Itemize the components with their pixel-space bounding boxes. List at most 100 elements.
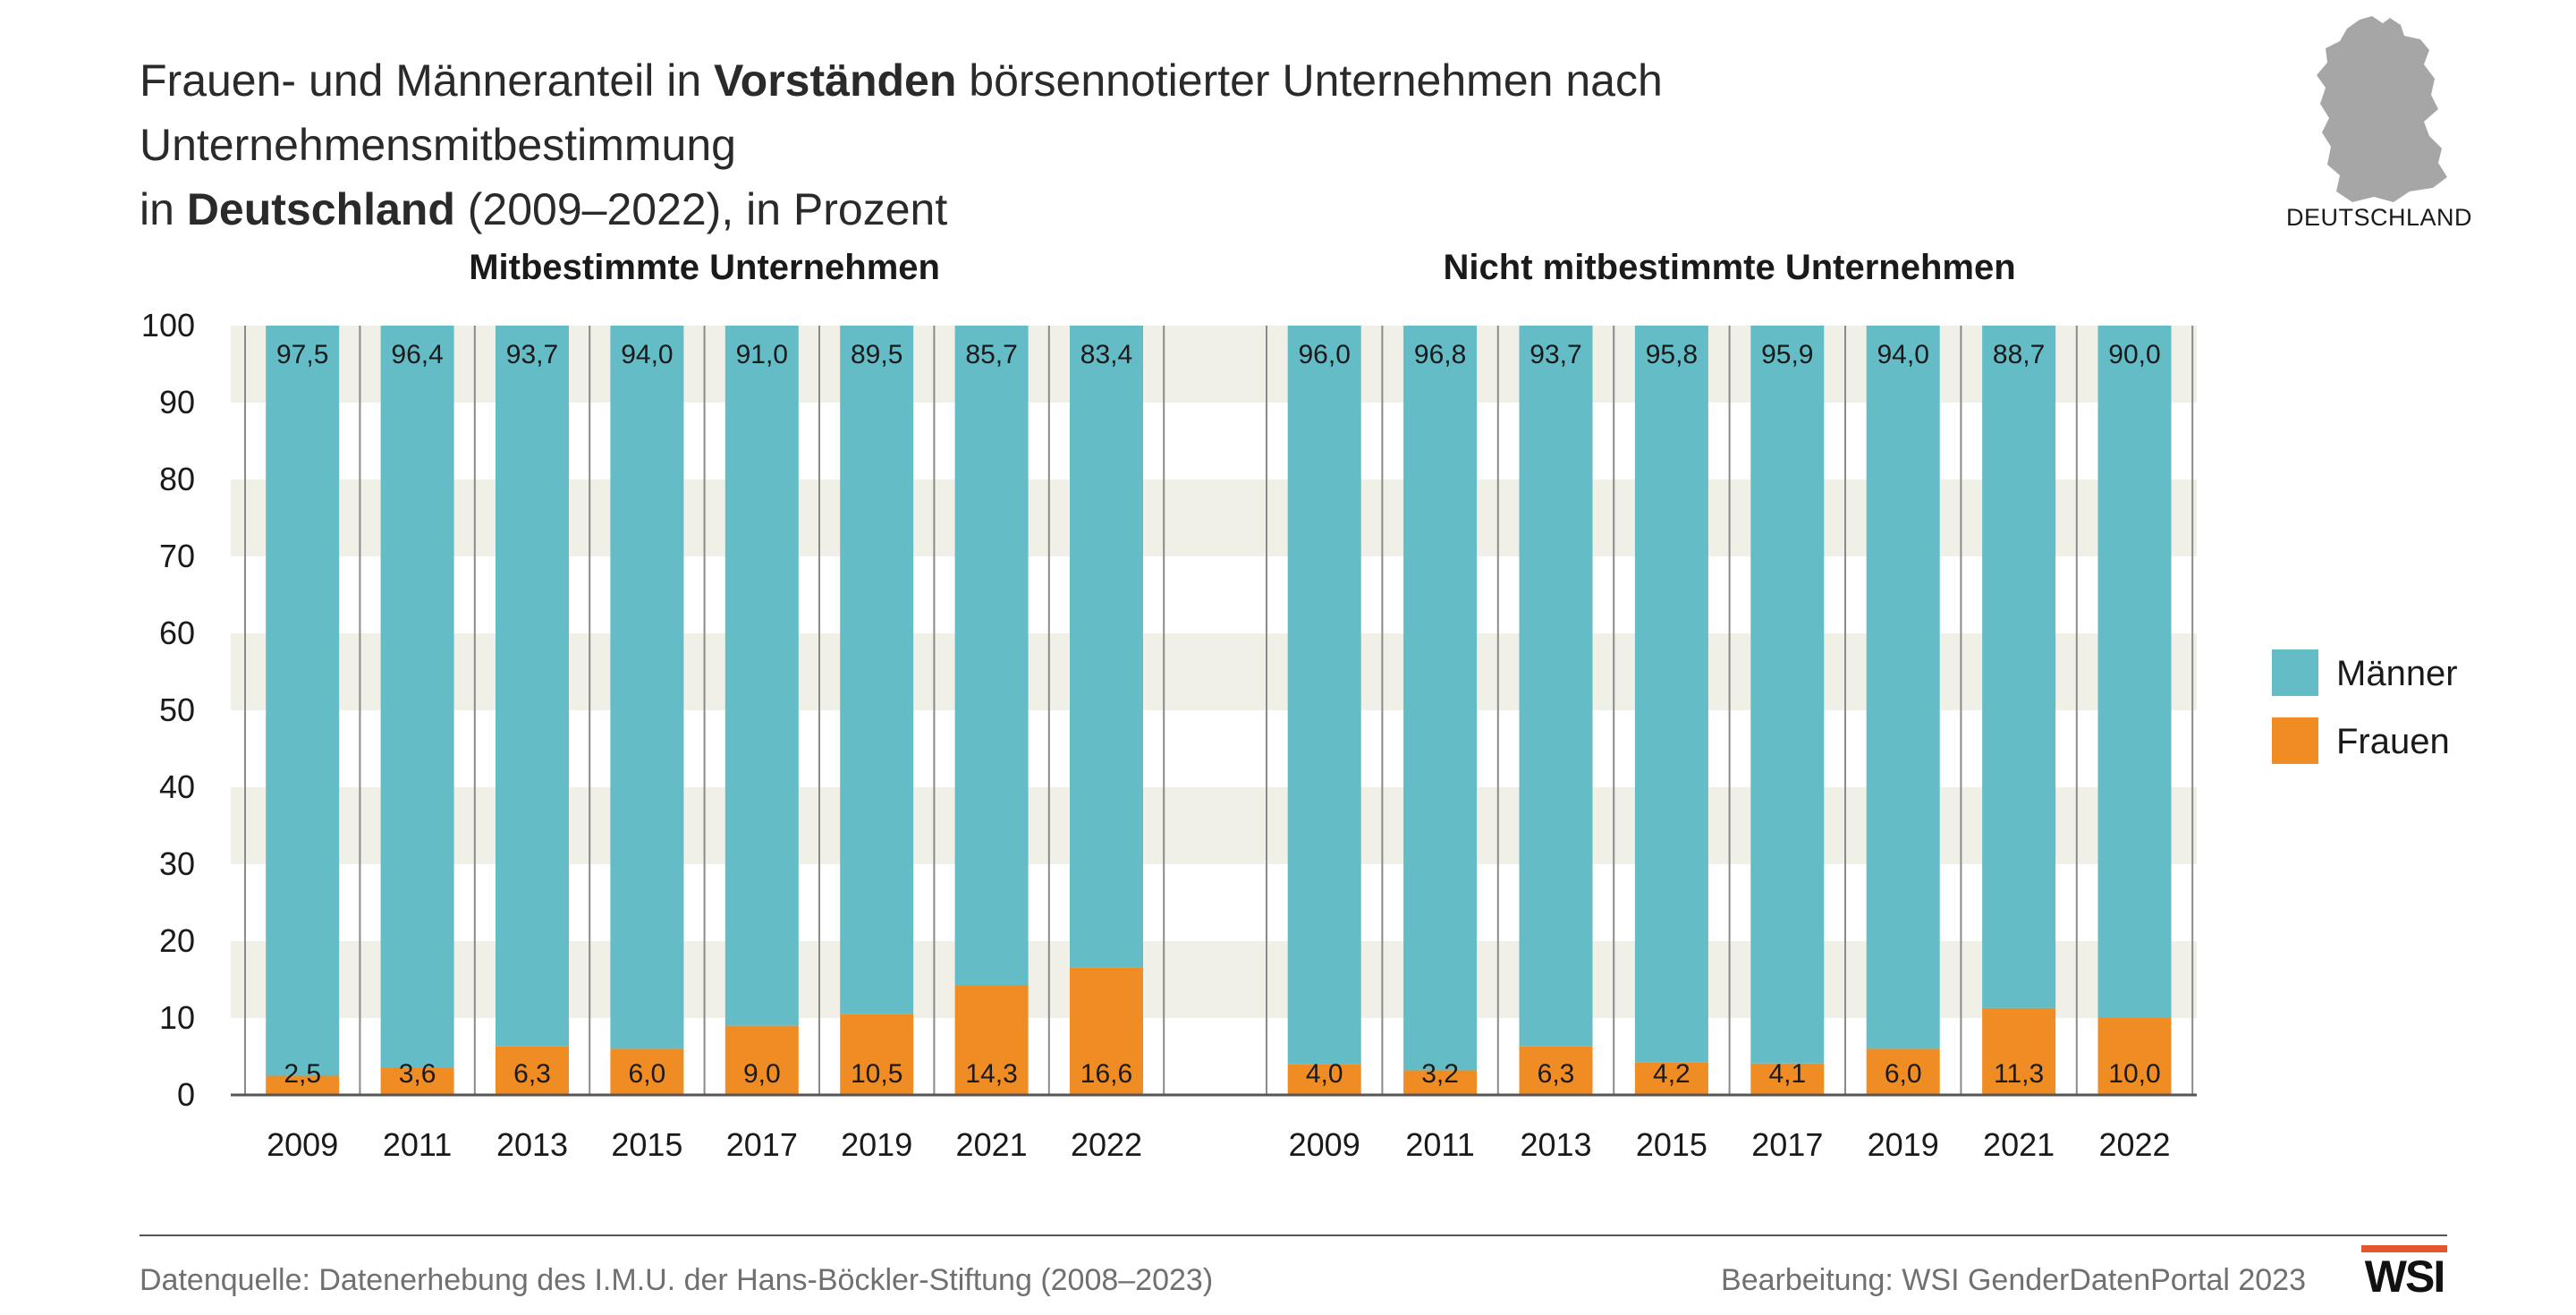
bar-maenner (724, 326, 799, 1026)
y-tick-label: 80 (159, 461, 195, 497)
data-label-frauen: 11,3 (1994, 1059, 2044, 1089)
bar-maenner (380, 326, 454, 1068)
bar-frauen (266, 1075, 340, 1095)
data-label-maenner: 97,5 (276, 340, 328, 369)
chart-title: Frauen- und Männeranteil in Vorständen b… (140, 48, 2268, 242)
data-label-frauen: 6,0 (1885, 1059, 1922, 1089)
y-tick-label: 100 (141, 307, 195, 344)
data-label-frauen: 4,0 (1306, 1059, 1343, 1089)
x-tick-label: 2009 (267, 1126, 338, 1163)
y-tick-label: 50 (159, 691, 195, 728)
x-tick-label: 2021 (1983, 1126, 2055, 1163)
data-label-frauen: 14,3 (965, 1059, 1017, 1089)
x-tick-label: 2011 (383, 1126, 452, 1163)
bar-maenner (1287, 326, 1361, 1065)
bar-frauen (840, 1014, 914, 1095)
data-label-maenner: 93,7 (506, 340, 558, 369)
bar-maenner (266, 326, 340, 1076)
title-line1-bold: Vorständen (714, 55, 957, 106)
data-label-frauen: 6,3 (1538, 1059, 1575, 1089)
y-tick-label: 20 (159, 922, 195, 959)
legend-swatch-frauen (2272, 717, 2318, 764)
data-label-maenner: 85,7 (965, 340, 1017, 369)
source-note: Datenquelle: Datenerhebung des I.M.U. de… (140, 1263, 1214, 1297)
bar-maenner (496, 326, 569, 1047)
bar-maenner (840, 326, 914, 1014)
x-tick-label: 2017 (726, 1126, 798, 1163)
x-tick-label: 2011 (1405, 1126, 1474, 1163)
x-tick-label: 2017 (1751, 1126, 1823, 1163)
bar-frauen (1519, 1046, 1593, 1095)
data-label-maenner: 93,7 (1530, 340, 1581, 369)
bar-frauen (1982, 1007, 2056, 1095)
y-tick-label: 70 (159, 538, 195, 574)
y-tick-label: 60 (159, 615, 195, 651)
footer-divider (140, 1234, 2447, 1236)
data-label-maenner: 91,0 (736, 340, 788, 369)
wsi-logo-text: WSI (2364, 1251, 2445, 1302)
data-label-maenner: 94,0 (621, 340, 673, 369)
data-label-frauen: 3,6 (399, 1059, 436, 1089)
panel-title: Nicht mitbestimmte Unternehmen (1444, 248, 2016, 287)
data-label-frauen: 4,1 (1768, 1059, 1806, 1089)
legend-label-maenner: Männer (2336, 654, 2458, 693)
data-label-maenner: 96,8 (1414, 340, 1466, 369)
bar-maenner (1634, 326, 1708, 1063)
bar-maenner (1070, 326, 1143, 968)
bar-maenner (610, 326, 684, 1049)
wsi-logo: WSI (2361, 1245, 2447, 1302)
bar-frauen (1634, 1062, 1708, 1095)
bar-frauen (496, 1046, 569, 1095)
data-label-maenner: 96,4 (391, 340, 443, 369)
y-tick-label: 0 (177, 1076, 195, 1113)
y-tick-label: 10 (159, 999, 195, 1036)
data-label-maenner: 95,8 (1646, 340, 1698, 369)
bar-maenner (1866, 326, 1940, 1049)
title-line1-part-c: börsennotierter Unternehmen nach Unterne… (140, 55, 1663, 170)
data-label-maenner: 94,0 (1877, 340, 1929, 369)
panel-title: Mitbestimmte Unternehmen (469, 248, 940, 287)
data-label-frauen: 16,6 (1080, 1059, 1132, 1089)
bar-frauen (724, 1025, 799, 1095)
credit-note: Bearbeitung: WSI GenderDatenPortal 2023 (1721, 1263, 2306, 1297)
bar-maenner (2097, 326, 2172, 1018)
bar-frauen (2097, 1018, 2172, 1095)
x-tick-label: 2021 (956, 1126, 1028, 1163)
germany-map-icon (2290, 13, 2469, 232)
legend-swatch-maenner (2272, 649, 2318, 696)
x-tick-label: 2009 (1289, 1126, 1360, 1163)
bar-frauen (1403, 1070, 1478, 1095)
data-label-frauen: 6,0 (629, 1059, 666, 1089)
bar-maenner (1519, 326, 1593, 1047)
x-tick-label: 2013 (496, 1126, 568, 1163)
bar-maenner (1750, 326, 1825, 1064)
data-label-frauen: 3,2 (1421, 1059, 1459, 1089)
wsi-logo-bar (2361, 1245, 2447, 1252)
bar-frauen (1750, 1063, 1825, 1095)
title-line-2: in Deutschland (2009–2022), in Prozent (140, 177, 2268, 242)
x-tick-label: 2019 (841, 1126, 912, 1163)
bar-frauen (1070, 967, 1143, 1095)
data-label-maenner: 89,5 (851, 340, 902, 369)
bar-maenner (1403, 326, 1478, 1071)
bar-maenner (1982, 326, 2056, 1008)
y-tick-label: 30 (159, 845, 195, 882)
data-label-maenner: 83,4 (1080, 340, 1132, 369)
x-tick-label: 2013 (1520, 1126, 1591, 1163)
x-tick-label: 2015 (611, 1126, 682, 1163)
legend-label-frauen: Frauen (2336, 722, 2450, 761)
bar-frauen (610, 1048, 684, 1095)
x-tick-label: 2022 (2098, 1126, 2170, 1163)
y-tick-label: 40 (159, 768, 195, 805)
bar-frauen (1287, 1064, 1361, 1095)
title-line2-part-c: (2009–2022), in Prozent (454, 184, 948, 234)
title-line-1: Frauen- und Männeranteil in Vorständen b… (140, 48, 2268, 177)
data-label-maenner: 88,7 (1993, 340, 2045, 369)
data-label-frauen: 6,3 (513, 1059, 551, 1089)
stacked-bar-chart: 0 10 20 30 40 50 60 70 80 90 100 Mitbestimmte Unter… (141, 248, 2458, 1163)
data-label-frauen: 9,0 (743, 1059, 781, 1089)
title-line2-bold: Deutschland (186, 184, 455, 234)
x-tick-label: 2022 (1071, 1126, 1142, 1163)
data-label-maenner: 96,0 (1299, 340, 1351, 369)
x-tick-label: 2015 (1636, 1126, 1707, 1163)
